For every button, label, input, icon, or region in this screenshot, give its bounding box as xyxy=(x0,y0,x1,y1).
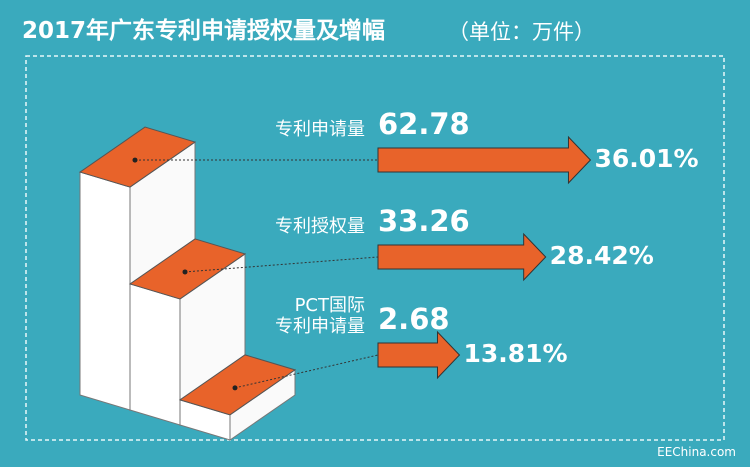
growth-label: 28.42% xyxy=(549,241,654,270)
unit-note: （单位：万件） xyxy=(448,20,595,44)
dashed-frame xyxy=(25,55,725,441)
value-label: 62.78 xyxy=(378,107,470,141)
block-top xyxy=(178,354,297,416)
growth-arrow xyxy=(377,135,592,185)
leader-line xyxy=(184,256,379,273)
block-top xyxy=(78,126,197,188)
block-front xyxy=(79,171,131,411)
leader-line xyxy=(234,354,379,389)
growth-arrow xyxy=(377,232,547,282)
category-label: 专利申请量 xyxy=(275,119,365,140)
value-label: 33.26 xyxy=(378,204,470,238)
block-top xyxy=(128,238,247,300)
growth-label: 13.81% xyxy=(463,339,568,368)
leader-dot xyxy=(132,157,138,163)
watermark: EEChina.com xyxy=(657,445,736,459)
value-label: 2.68 xyxy=(378,302,450,336)
category-label: 专利授权量 xyxy=(275,216,365,237)
growth-arrow xyxy=(377,330,461,380)
growth-label: 36.01% xyxy=(594,144,699,173)
leader-dot xyxy=(232,385,238,391)
category-label: PCT国际 专利申请量 xyxy=(275,295,365,337)
chart-title: 2017年广东专利申请授权量及增幅 xyxy=(22,18,386,44)
leader-dot xyxy=(182,269,188,275)
